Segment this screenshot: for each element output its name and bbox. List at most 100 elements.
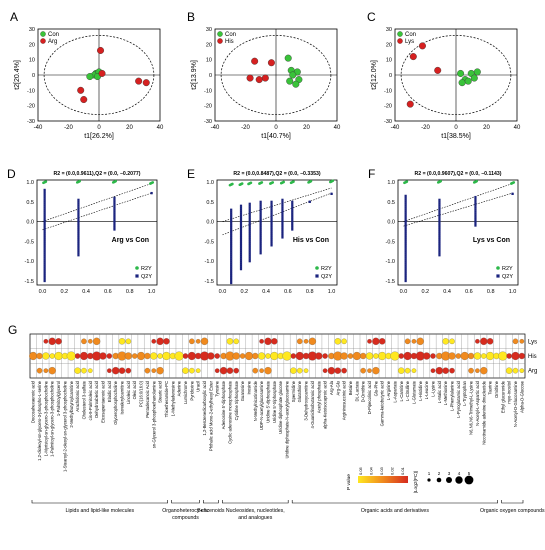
metabolite-label: L-Tryptophan [462,380,467,405]
bubble [359,352,367,360]
data-point-lys [406,100,414,108]
q2y-point [248,230,251,233]
q2y-point [281,214,284,217]
q2y-point [270,212,273,215]
hotelling-ellipse [43,35,155,115]
bubble [519,368,525,373]
q2y-point [438,240,441,243]
bubble [81,367,87,374]
q2y-point [230,250,233,253]
q2y-point [239,262,243,265]
bubble [511,351,520,361]
y-tick-label: 20 [29,42,35,48]
group-label: and analogues [238,515,272,521]
q2y-point [248,242,251,245]
metabolite-label: 1,2-Benzenedicarboxylic acid [202,380,207,435]
data-point-his [246,74,254,82]
permutation-plot-D: D R2 = (0.0,0.9611),Q2 = (0.0, −0.2077) 0.… [7,167,158,295]
q2y-point [404,254,407,257]
q2y-point [259,224,262,227]
r2y-point [271,181,275,184]
fc-tick-label: 2 [438,471,441,476]
legend-label: Lys [405,39,414,45]
q2y-point [474,195,477,199]
q2y-point [43,224,46,227]
bubble [144,352,151,360]
legend-marker-q2y [135,274,139,278]
q2y-point [404,222,407,225]
q2y-point [259,216,262,219]
q2y-point [438,220,441,223]
q2y-point [248,228,251,231]
q2y-point [239,222,243,225]
q2y-point [270,204,273,207]
bubble [327,366,336,375]
group-bracket [501,500,524,504]
q2y-point [113,220,116,223]
q2y-point [113,214,116,217]
r2y-point [512,181,516,184]
metabolite-label: 1-Methyladenosine [170,380,175,416]
q2y-point [270,214,273,217]
q2y-point [43,192,46,195]
q2y-point [43,244,46,247]
q2y-point [230,262,233,265]
permutation-plot-E: E R2 = (0.0,0.8487),Q2 = (0.0, −0.3353) 0.… [187,167,338,295]
x-tick-label: 0.6 [104,289,112,295]
q2y-point [43,226,46,229]
x-tick-label: 0 [454,125,458,131]
r2y-regression-line [222,187,332,222]
q2y-point [248,204,251,207]
bubble [182,367,189,374]
bubble [265,353,271,359]
data-point-arg [142,79,150,87]
q2y-point [270,216,273,219]
bubble [506,353,512,359]
bubble [232,352,240,360]
q2y-point [43,190,46,193]
fc-size-marker [436,477,442,483]
bubble [118,338,126,345]
metabolite-label: 4-Guanidinobutanoic acid [310,380,315,428]
q2y-point [239,218,243,221]
x-tick-label: 0.8 [306,289,314,295]
q2y-point [404,240,407,243]
metabolite-label: Thioetheramide-PC [164,381,169,417]
q2y-point [291,202,294,205]
x-tick-label: 0.2 [421,289,429,295]
q2y-point [404,273,407,277]
legend-marker [217,31,223,37]
q2y-point [404,277,407,281]
data-point-con [289,71,297,79]
y-tick-label: 0.0 [26,220,34,226]
x-tick-label: -40 [34,125,43,131]
q2y-point [248,208,251,211]
q2y-point [43,188,46,192]
q2y-point [230,210,233,213]
bubble [347,353,354,359]
q2y-point [291,222,294,225]
q2y-point [230,270,233,273]
q2y-point [230,268,233,271]
q2y-point [404,226,407,229]
metabolite-label: L-Aspartate [392,380,397,402]
q2y-point [259,202,262,205]
x-axis-label: t1[40.7%] [261,133,291,140]
metabolite-label: myo-Inositol [507,381,512,404]
q2y-point [77,238,80,241]
q2y-point [438,200,441,203]
y-tick-label: 0.5 [206,200,214,206]
q2y-point [404,279,407,283]
q2y-point [43,279,46,283]
plot-title: R2 = (0.0,0.9607),Q2 = (0.0, −0.1143) [415,171,502,177]
q2y-point [43,234,46,237]
r2y-point [405,180,409,183]
data-point-arg [98,69,106,77]
bubble [207,352,215,360]
metabolite-label: Acetyl phosphate [316,380,321,413]
q2y-point [77,198,80,201]
q2y-point [43,216,46,219]
q2y-point [43,262,46,265]
r2y-regression-line [42,183,152,222]
q2y-point [259,230,262,233]
